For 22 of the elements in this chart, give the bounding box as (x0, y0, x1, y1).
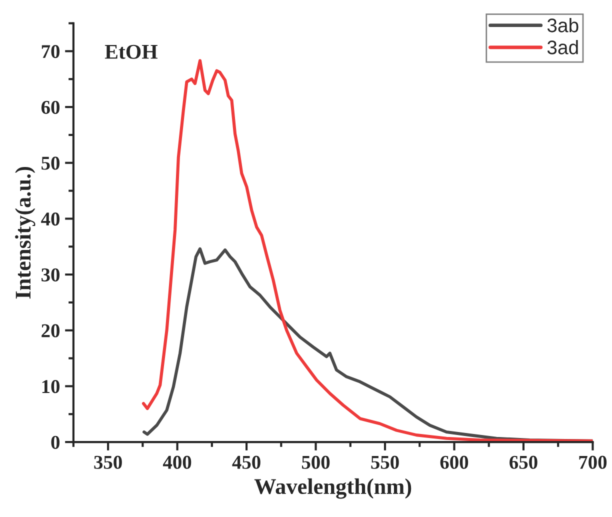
line-series (142, 59, 593, 442)
y-tick-label: 20 (42, 324, 60, 338)
x-tick-label: 700 (579, 456, 607, 469)
y-tick-label: 0 (51, 436, 60, 449)
y-tick-label: 50 (42, 156, 60, 170)
y-axis-title: Intensity(a.u.) (15, 166, 36, 299)
legend-label: 3ad (547, 40, 578, 54)
x-axis-title: Wavelength(nm) (254, 478, 412, 499)
x-tick-label: 450 (232, 456, 260, 469)
legend-label: 3ab (547, 18, 578, 32)
x-tick-label: 350 (94, 456, 122, 469)
y-tick-label: 10 (42, 380, 60, 394)
x-tick-label: 400 (162, 456, 192, 469)
annotation: EtOH (104, 44, 158, 59)
y-tick-label: 30 (42, 268, 60, 282)
y-tick-label: 40 (41, 212, 60, 226)
x-tick-label: 500 (302, 456, 330, 469)
x-tick-label: 550 (371, 456, 399, 469)
y-tick-label: 70 (42, 45, 60, 58)
x-tick-label: 600 (440, 456, 468, 469)
y-tick-label: 60 (41, 100, 60, 114)
x-tick-label: 650 (510, 456, 538, 469)
